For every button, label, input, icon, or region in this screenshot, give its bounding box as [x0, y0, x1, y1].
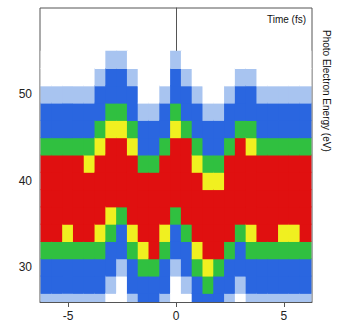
svg-text:50: 50 — [19, 87, 33, 101]
svg-text:-5: -5 — [63, 309, 74, 323]
svg-text:Photo Electron Energy (eV): Photo Electron Energy (eV) — [321, 30, 332, 152]
svg-text:30: 30 — [19, 260, 33, 274]
svg-text:0: 0 — [173, 309, 180, 323]
svg-text:40: 40 — [19, 174, 33, 188]
svg-text:Time (fs): Time (fs) — [267, 14, 306, 25]
svg-text:5: 5 — [281, 309, 288, 323]
